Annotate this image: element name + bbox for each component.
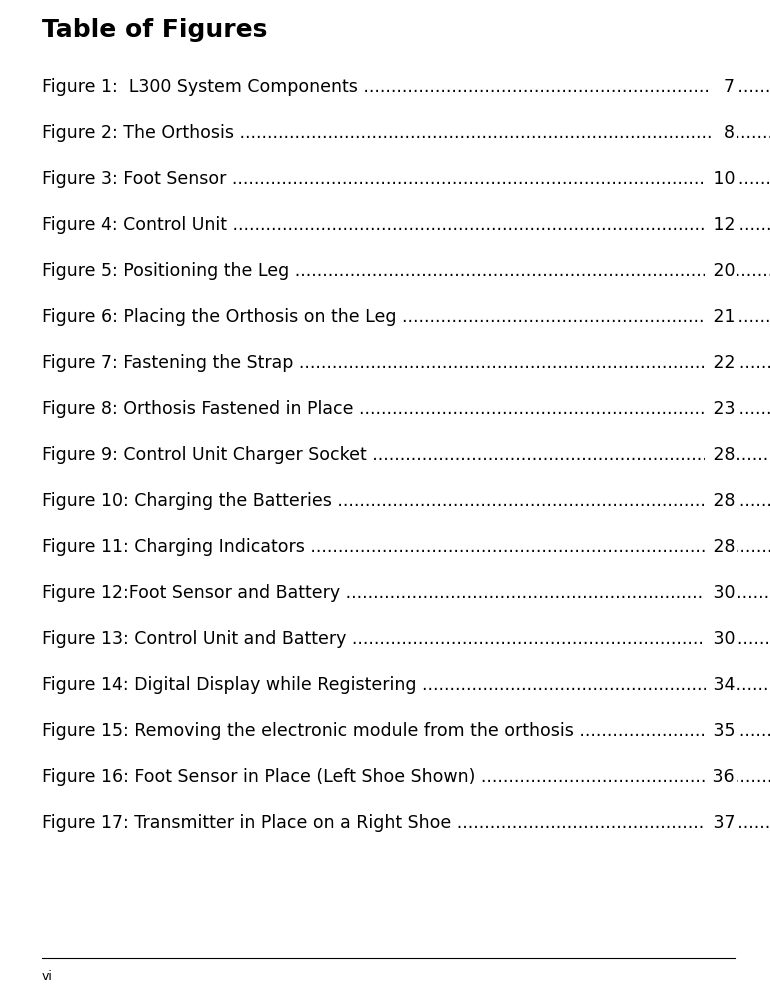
Text: 20: 20 <box>708 262 735 280</box>
Text: 23: 23 <box>708 400 735 418</box>
Text: Figure 10: Charging the Batteries ..............................................: Figure 10: Charging the Batteries ......… <box>42 492 770 510</box>
Text: 22: 22 <box>708 354 735 372</box>
Text: Figure 8: Orthosis Fastened in Place ...........................................: Figure 8: Orthosis Fastened in Place ...… <box>42 400 770 418</box>
Text: 37: 37 <box>708 814 735 832</box>
Text: 28: 28 <box>708 492 735 510</box>
Text: 21: 21 <box>708 308 735 326</box>
Text: Figure 17: Transmitter in Place on a Right Shoe ................................: Figure 17: Transmitter in Place on a Rig… <box>42 814 770 832</box>
Text: Figure 11: Charging Indicators .................................................: Figure 11: Charging Indicators .........… <box>42 538 770 556</box>
Text: Figure 9: Control Unit Charger Socket ..........................................: Figure 9: Control Unit Charger Socket ..… <box>42 446 770 464</box>
Text: Figure 15: Removing the electronic module from the orthosis ....................: Figure 15: Removing the electronic modul… <box>42 722 770 740</box>
Text: Figure 12:Foot Sensor and Battery ..............................................: Figure 12:Foot Sensor and Battery ......… <box>42 584 770 602</box>
Text: Figure 1:  L300 System Components ..............................................: Figure 1: L300 System Components .......… <box>42 78 770 96</box>
Text: 28: 28 <box>708 446 735 464</box>
Text: 30: 30 <box>708 630 735 648</box>
Text: 7: 7 <box>713 78 735 96</box>
Text: Table of Figures: Table of Figures <box>42 18 267 42</box>
Text: Figure 3: Foot Sensor ..........................................................: Figure 3: Foot Sensor ..................… <box>42 170 770 188</box>
Text: Figure 16: Foot Sensor in Place (Left Shoe Shown) ..............................: Figure 16: Foot Sensor in Place (Left Sh… <box>42 768 770 786</box>
Text: vi: vi <box>42 970 53 983</box>
Text: Figure 5: Positioning the Leg ..................................................: Figure 5: Positioning the Leg ..........… <box>42 262 770 280</box>
Text: 10: 10 <box>708 170 735 188</box>
Text: Figure 6: Placing the Orthosis on the Leg ......................................: Figure 6: Placing the Orthosis on the Le… <box>42 308 770 326</box>
Text: 36: 36 <box>708 768 735 786</box>
Text: 34: 34 <box>708 676 735 694</box>
Text: 28: 28 <box>708 538 735 556</box>
Text: 35: 35 <box>708 722 735 740</box>
Text: Figure 14: Digital Display while Registering ...................................: Figure 14: Digital Display while Registe… <box>42 676 770 694</box>
Text: Figure 13: Control Unit and Battery ............................................: Figure 13: Control Unit and Battery ....… <box>42 630 770 648</box>
Text: Figure 2: The Orthosis .........................................................: Figure 2: The Orthosis .................… <box>42 124 770 142</box>
Text: Figure 7: Fastening the Strap ..................................................: Figure 7: Fastening the Strap ..........… <box>42 354 770 372</box>
Text: Figure 4: Control Unit .........................................................: Figure 4: Control Unit .................… <box>42 216 770 234</box>
Text: 30: 30 <box>708 584 735 602</box>
Text: 12: 12 <box>708 216 735 234</box>
Text: 8: 8 <box>713 124 735 142</box>
